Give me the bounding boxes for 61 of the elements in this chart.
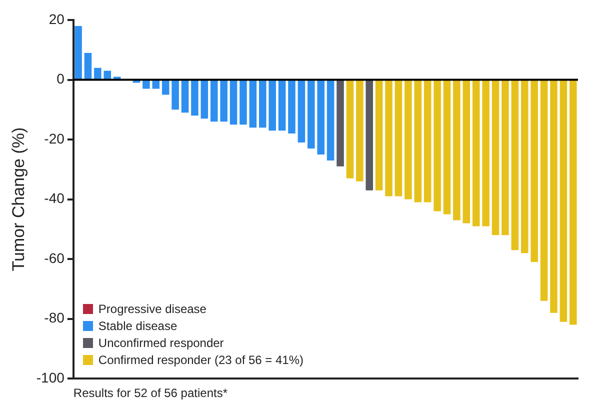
bar — [424, 80, 432, 202]
bar — [443, 80, 451, 214]
bar — [472, 80, 480, 226]
bar — [530, 80, 538, 262]
bar — [298, 80, 306, 143]
bar — [94, 68, 102, 80]
y-tick-label: -20 — [44, 130, 65, 146]
bar — [346, 80, 354, 178]
bar — [308, 80, 315, 148]
bar — [74, 26, 82, 80]
x-axis-title: Results for 52 of 56 patients* — [73, 386, 228, 400]
bar — [404, 80, 412, 200]
bar — [162, 80, 170, 95]
bar — [550, 80, 558, 313]
bar — [317, 80, 324, 154]
bar — [200, 80, 208, 119]
bar — [502, 80, 509, 236]
bar — [249, 80, 257, 128]
bar — [375, 80, 383, 190]
bar — [278, 80, 286, 131]
bar — [181, 80, 189, 113]
bar — [259, 80, 266, 128]
y-axis-title: Tumor Change (%) — [8, 127, 28, 272]
bar — [142, 80, 150, 89]
bar — [540, 80, 548, 301]
bar — [570, 80, 577, 325]
bar — [520, 80, 528, 254]
bar — [394, 80, 402, 196]
y-tick-label: 0 — [56, 70, 65, 87]
bar — [172, 80, 179, 110]
y-tick-label: -80 — [44, 310, 65, 326]
bar — [366, 80, 374, 190]
bar — [230, 80, 238, 125]
bar — [210, 80, 218, 122]
bar — [511, 80, 519, 250]
bar — [356, 80, 364, 182]
legend-label: Stable disease — [98, 318, 178, 335]
y-tick-label: -100 — [36, 369, 65, 386]
bar — [453, 80, 460, 220]
bar — [482, 80, 490, 226]
bar — [462, 80, 470, 224]
bar — [492, 80, 500, 236]
y-tick-label: 20 — [48, 10, 65, 27]
bar — [385, 80, 392, 196]
bar — [191, 80, 198, 116]
bar — [84, 52, 92, 80]
legend-label: Progressive disease — [98, 300, 206, 318]
legend-label: Unconfirmed responder — [98, 334, 224, 352]
bar — [434, 80, 441, 212]
bar — [336, 80, 344, 166]
bar — [104, 70, 112, 80]
bar — [268, 80, 276, 131]
bar — [414, 80, 422, 202]
legend-label: Confirmed responder (23 of 56 = 41%) — [98, 352, 304, 369]
bar — [220, 80, 228, 122]
bar — [288, 80, 296, 134]
y-tick-label: -60 — [44, 250, 65, 266]
bar — [240, 80, 247, 125]
bar — [560, 80, 568, 322]
y-tick-label: -40 — [44, 190, 65, 206]
bar — [326, 80, 334, 160]
